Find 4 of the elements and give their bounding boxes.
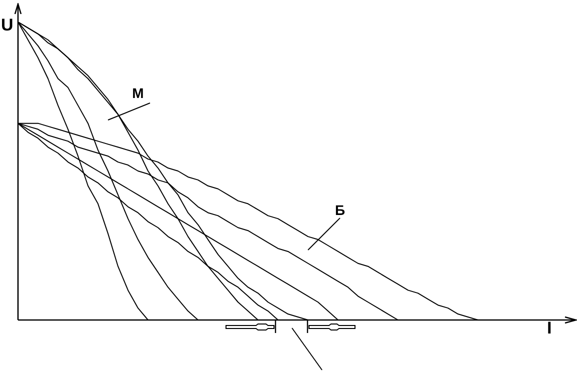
y-axis-title: U	[1, 16, 14, 35]
x-axis-title: I	[547, 318, 552, 338]
annotation: Б	[334, 202, 346, 218]
annotation: М	[132, 84, 144, 101]
